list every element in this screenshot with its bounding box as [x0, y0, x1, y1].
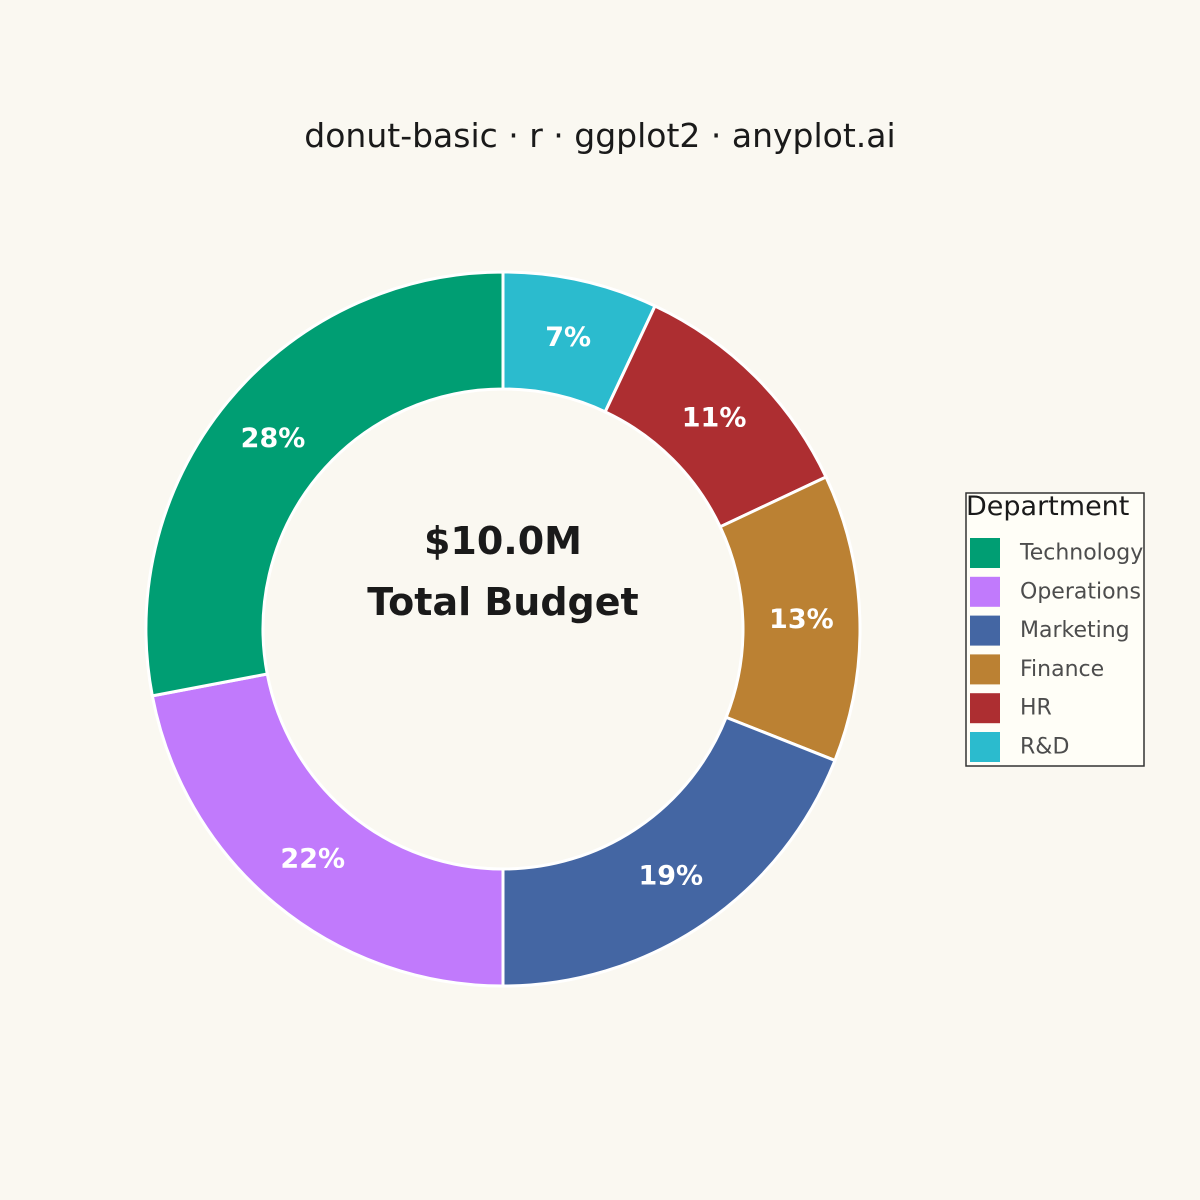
slice-label-operations: 22%	[280, 843, 345, 874]
chart-title: donut-basic · r · ggplot2 · anyplot.ai	[304, 116, 895, 155]
slice-technology	[144, 270, 505, 698]
legend-items: Technology Operations Marketing Finance HR R&…	[970, 538, 1143, 762]
slice-operations	[150, 672, 505, 988]
slice-label-technology: 28%	[241, 423, 306, 454]
center-total-value: $10.0M	[424, 519, 582, 563]
slice-label-finance: 13%	[769, 604, 834, 635]
legend-key-finance	[970, 654, 1000, 685]
donut-slices	[144, 270, 862, 988]
legend-label-operations: Operations	[1020, 579, 1141, 604]
slice-marketing	[501, 715, 837, 988]
legend-label-technology: Technology	[1019, 541, 1143, 566]
slice-label-hr: 11%	[682, 402, 747, 433]
legend-label-r-d: R&D	[1020, 735, 1069, 760]
slice-labels: 7% 11% 13% 19% 22% 28%	[241, 322, 834, 891]
legend-label-hr: HR	[1020, 696, 1052, 721]
legend-key-hr	[970, 693, 1000, 724]
legend-label-finance: Finance	[1020, 657, 1104, 682]
slice-label-r-d: 7%	[545, 322, 591, 353]
legend-key-operations	[970, 576, 1000, 607]
center-total-caption: Total Budget	[367, 580, 638, 624]
legend: Department Technology Operations Marketing…	[965, 491, 1145, 767]
legend-key-r-d	[970, 732, 1000, 762]
slice-label-marketing: 19%	[638, 860, 703, 891]
legend-key-technology	[970, 538, 1000, 568]
legend-key-marketing	[970, 615, 1000, 646]
legend-label-marketing: Marketing	[1020, 618, 1130, 643]
legend-title: Department	[966, 491, 1129, 522]
